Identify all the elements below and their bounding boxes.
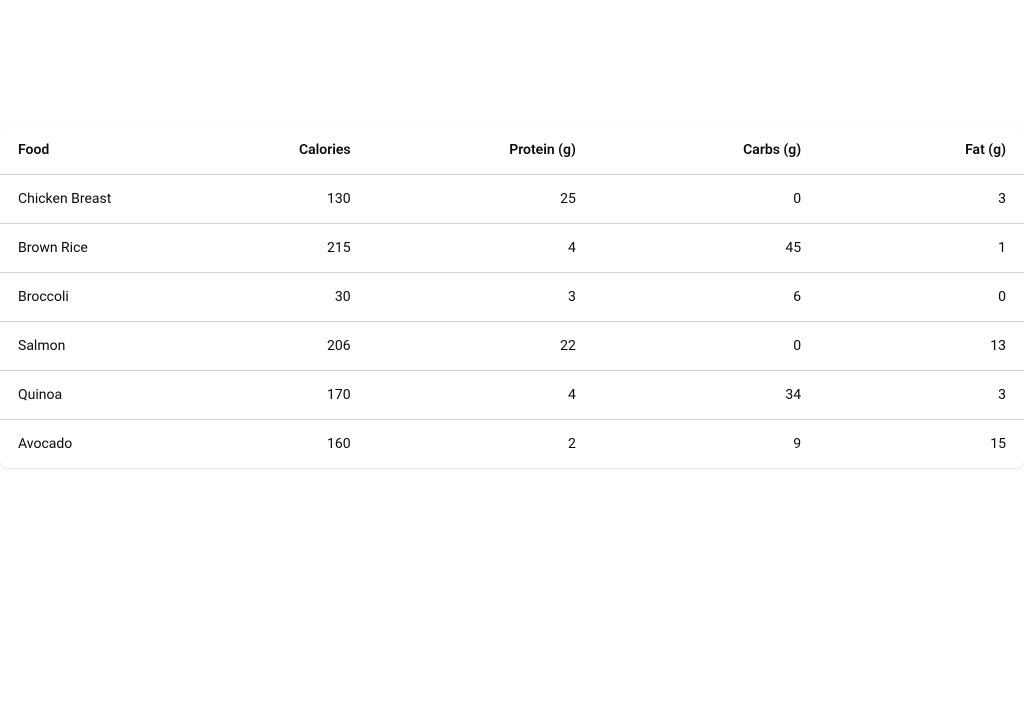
cell-fat: 15 <box>819 420 1024 469</box>
nutrition-table: Food Calories Protein (g) Carbs (g) Fat … <box>0 126 1024 468</box>
cell-protein: 22 <box>369 322 594 371</box>
col-header-carbs: Carbs (g) <box>594 126 819 175</box>
cell-carbs: 45 <box>594 224 819 273</box>
cell-food: Avocado <box>0 420 225 469</box>
cell-fat: 3 <box>819 175 1024 224</box>
cell-calories: 215 <box>225 224 368 273</box>
cell-protein: 4 <box>369 224 594 273</box>
cell-carbs: 34 <box>594 371 819 420</box>
col-header-fat: Fat (g) <box>819 126 1024 175</box>
table-row: Avocado 160 2 9 15 <box>0 420 1024 469</box>
cell-fat: 0 <box>819 273 1024 322</box>
cell-protein: 2 <box>369 420 594 469</box>
cell-calories: 160 <box>225 420 368 469</box>
cell-food: Salmon <box>0 322 225 371</box>
table-row: Broccoli 30 3 6 0 <box>0 273 1024 322</box>
cell-food: Broccoli <box>0 273 225 322</box>
cell-calories: 206 <box>225 322 368 371</box>
cell-fat: 13 <box>819 322 1024 371</box>
table-row: Quinoa 170 4 34 3 <box>0 371 1024 420</box>
cell-protein: 25 <box>369 175 594 224</box>
cell-food: Brown Rice <box>0 224 225 273</box>
col-header-protein: Protein (g) <box>369 126 594 175</box>
col-header-calories: Calories <box>225 126 368 175</box>
cell-fat: 3 <box>819 371 1024 420</box>
cell-carbs: 0 <box>594 175 819 224</box>
table-row: Brown Rice 215 4 45 1 <box>0 224 1024 273</box>
table-header-row: Food Calories Protein (g) Carbs (g) Fat … <box>0 126 1024 175</box>
nutrition-table-container: Food Calories Protein (g) Carbs (g) Fat … <box>0 126 1024 468</box>
table-row: Chicken Breast 130 25 0 3 <box>0 175 1024 224</box>
cell-carbs: 0 <box>594 322 819 371</box>
cell-calories: 30 <box>225 273 368 322</box>
table-row: Salmon 206 22 0 13 <box>0 322 1024 371</box>
cell-food: Chicken Breast <box>0 175 225 224</box>
cell-fat: 1 <box>819 224 1024 273</box>
col-header-food: Food <box>0 126 225 175</box>
cell-food: Quinoa <box>0 371 225 420</box>
cell-carbs: 6 <box>594 273 819 322</box>
cell-protein: 4 <box>369 371 594 420</box>
cell-protein: 3 <box>369 273 594 322</box>
cell-calories: 170 <box>225 371 368 420</box>
cell-carbs: 9 <box>594 420 819 469</box>
cell-calories: 130 <box>225 175 368 224</box>
